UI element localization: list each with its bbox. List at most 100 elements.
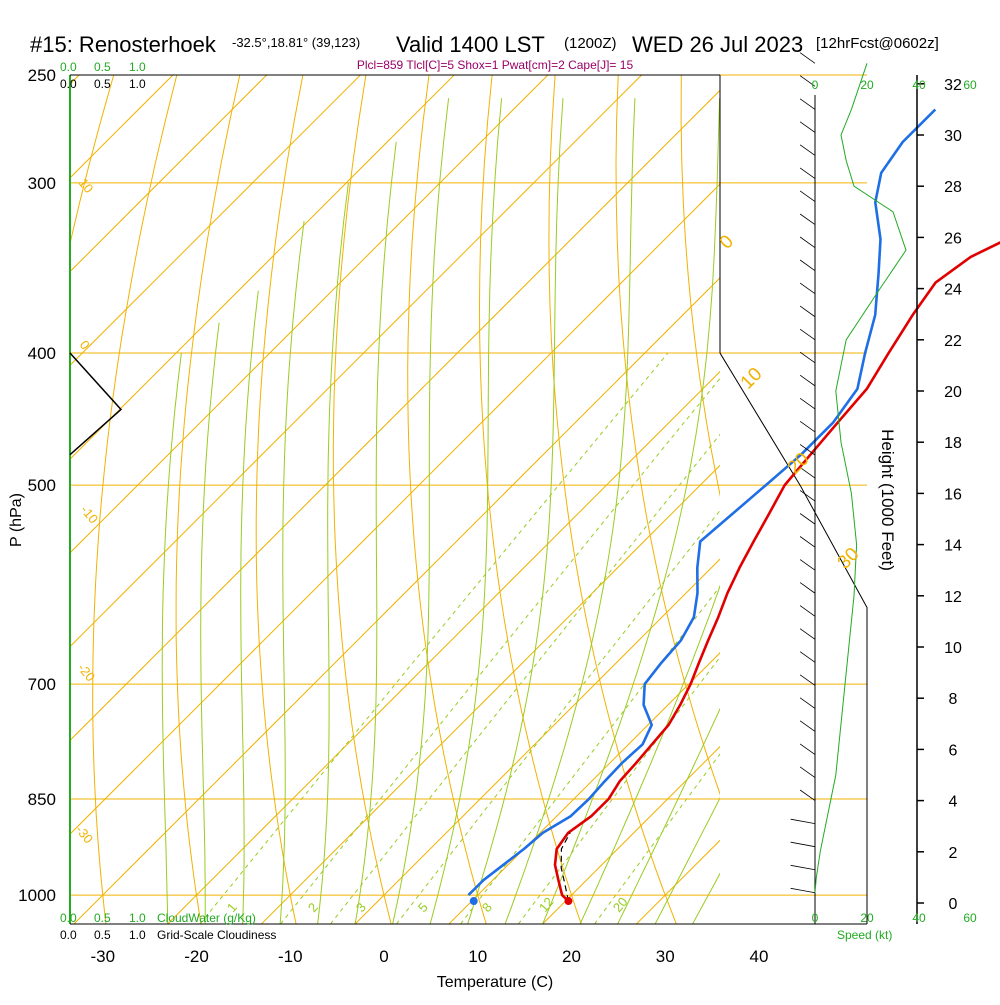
height-tick-label: 2 <box>949 845 958 862</box>
height-axis-title: Height (1000 Feet) <box>878 429 897 571</box>
wind-barb <box>800 629 815 640</box>
zulu-time: (1200Z) <box>564 35 617 52</box>
tropopause-outline <box>720 353 867 924</box>
dry-adiabat-label: -30 <box>73 822 97 846</box>
temperature-tick-label: 20 <box>562 947 581 966</box>
wind-barb <box>800 122 815 133</box>
mixing-ratio-line <box>200 353 668 924</box>
dry-adiabat-line <box>408 75 487 924</box>
wind-barb <box>800 145 815 156</box>
height-tick-label: 16 <box>944 486 962 503</box>
dry-adiabat-label: 10 <box>76 175 97 196</box>
station-title: #15: Renosterhoek <box>30 32 217 57</box>
wind-barb <box>800 698 815 709</box>
cloud-scale-top-black-2: 1.0 <box>129 77 146 91</box>
cloud-scale-top-green-0: 0.0 <box>60 60 77 74</box>
dewpoint-surface-point <box>470 897 478 905</box>
wind-barb <box>791 819 815 823</box>
wind-barb <box>800 329 815 340</box>
cloudiness-label: Grid-Scale Cloudiness <box>157 928 276 942</box>
pressure-tick-label: 700 <box>28 675 56 694</box>
height-tick-label: 10 <box>944 640 962 657</box>
temperature-tick-label: -20 <box>184 947 209 966</box>
height-tick-label: 12 <box>944 589 962 606</box>
height-tick-label: 14 <box>944 538 962 555</box>
sounding-series <box>468 110 1000 906</box>
temperature-tick-label: -10 <box>278 947 303 966</box>
cloud-scale-bottom-green-0: 0.0 <box>60 911 77 925</box>
height-tick-label: 22 <box>944 333 962 350</box>
temperature-tick-label: -30 <box>90 947 115 966</box>
dry-adiabat-line <box>176 75 240 924</box>
wind-barb <box>800 283 815 294</box>
x-axis-title: Temperature (C) <box>437 974 553 991</box>
cloud-scale-top-black-0: 0.0 <box>60 77 77 91</box>
dry-adiabat-label: 0 <box>716 231 738 253</box>
speed-tick-bottom-0: 0 <box>812 911 819 925</box>
wind-barb <box>800 306 815 317</box>
mixing-ratio-label: 5 <box>415 900 431 915</box>
wind-barb <box>800 191 815 202</box>
wind-barb <box>791 888 815 892</box>
speed-tick-top-40: 40 <box>912 78 926 92</box>
speed-tick-bottom-60: 60 <box>963 911 977 925</box>
speed-tick-top-60: 60 <box>963 78 977 92</box>
mixing-ratio-label: 20 <box>610 894 631 915</box>
dewpoint-line <box>468 110 935 896</box>
height-tick-label: 28 <box>944 179 962 196</box>
pressure-tick-label: 500 <box>28 476 56 495</box>
pressure-tick-label: 400 <box>28 344 56 363</box>
cloud-scale-top-green-1: 0.5 <box>94 60 111 74</box>
wind-barb <box>800 606 815 617</box>
speed-label: Speed (kt) <box>837 928 892 942</box>
dry-adiabat-line <box>549 75 676 924</box>
speed-tick-top-0: 0 <box>812 78 819 92</box>
temperature-line <box>555 110 1000 902</box>
temperature-tick-label: 40 <box>750 947 769 966</box>
moist-adiabat-line <box>355 142 396 924</box>
wind-barb <box>791 842 815 846</box>
wind-barb <box>800 375 815 386</box>
moist-adiabat-line <box>241 291 259 924</box>
dry-adiabat-label: 30 <box>834 544 864 574</box>
temperature-surface-point <box>564 897 572 905</box>
wind-barb <box>800 352 815 363</box>
speed-tick-bottom-20: 20 <box>860 911 874 925</box>
cloud-scale-bottom-black-2: 1.0 <box>129 928 146 942</box>
moist-adiabat-line <box>201 323 219 924</box>
isotherm-line <box>74 75 923 924</box>
dry-adiabat-label: -20 <box>75 660 99 684</box>
station-coords: -32.5°,18.81° (39,123) <box>232 35 360 50</box>
wind-barb <box>800 237 815 248</box>
isotherm-lines <box>0 75 1000 924</box>
valid-date: WED 26 Jul 2023 <box>632 32 803 57</box>
wind-barb <box>800 652 815 663</box>
wind-barb <box>800 744 815 755</box>
mixing-ratio-line <box>397 353 846 924</box>
wind-barb <box>800 583 815 594</box>
cloud-scale-bottom-black-0: 0.0 <box>60 928 77 942</box>
mixing-ratio-label: 8 <box>479 900 495 915</box>
wind-barb <box>800 260 815 271</box>
temperature-tick-label: 0 <box>379 947 388 966</box>
height-tick-label: 30 <box>944 128 962 145</box>
speed-tick-top-20: 20 <box>860 78 874 92</box>
height-tick-label: 24 <box>944 282 962 299</box>
wind-barb <box>800 721 815 732</box>
isotherm-line <box>0 75 829 924</box>
dry-adiabat-lines <box>6 75 1000 924</box>
height-tick-label: 26 <box>944 230 962 247</box>
height-tick-label: 20 <box>944 384 962 401</box>
wind-barb <box>800 514 815 525</box>
cloud-scale-top-green-2: 1.0 <box>129 60 146 74</box>
pressure-tick-label: 250 <box>28 66 56 85</box>
wind-barb <box>800 767 815 778</box>
valid-time: Valid 1400 LST <box>396 32 545 57</box>
pressure-tick-label: 850 <box>28 790 56 809</box>
height-tick-label: 8 <box>949 691 958 708</box>
dry-adiabat-line <box>997 75 1000 924</box>
cloud-scale-top-black-1: 0.5 <box>94 77 111 91</box>
pressure-tick-label: 300 <box>28 174 56 193</box>
sounding-indices: Plcl=859 Tlcl[C]=5 Shox=1 Pwat[cm]=2 Cap… <box>357 58 634 72</box>
